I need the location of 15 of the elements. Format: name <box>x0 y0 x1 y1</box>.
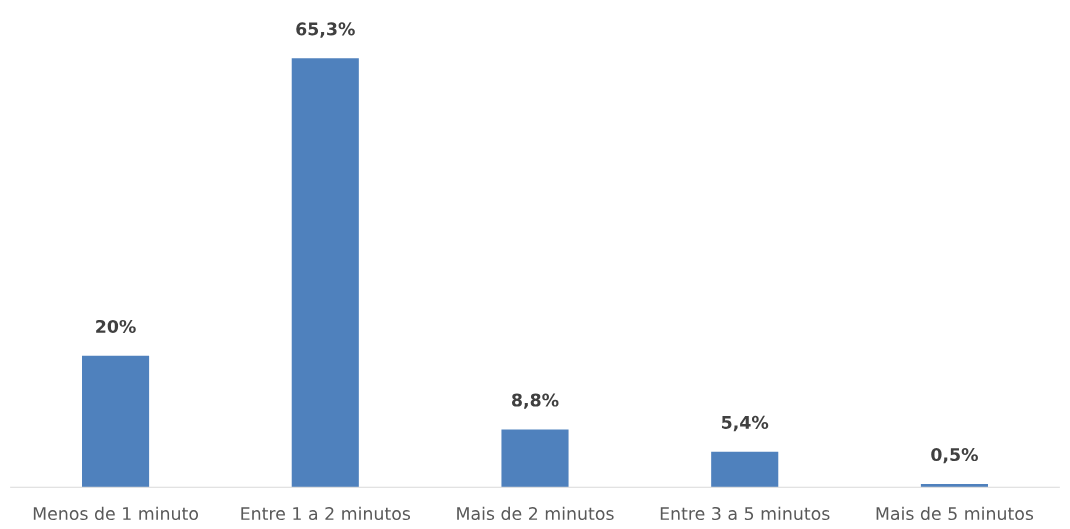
data-label: 8,8% <box>511 393 559 409</box>
bar <box>711 451 779 488</box>
data-label: 20% <box>96 319 136 334</box>
x-tick-label: Entre 1 a 2 minutos <box>241 506 411 521</box>
data-label: 5,4% <box>721 415 769 432</box>
data-label: 65,3% <box>296 22 355 38</box>
bar <box>82 355 150 488</box>
bar <box>291 58 359 488</box>
x-tick-label: Menos de 1 minuto <box>33 506 199 521</box>
x-tick-label: Mais de 2 minutos <box>457 506 614 521</box>
data-label: 0,5% <box>931 447 978 464</box>
bar <box>501 429 569 488</box>
x-tick-label: Mais de 5 minutos <box>876 506 1034 521</box>
x-tick-label: Entre 3 a 5 minutos <box>660 506 830 521</box>
bar <box>920 483 988 488</box>
